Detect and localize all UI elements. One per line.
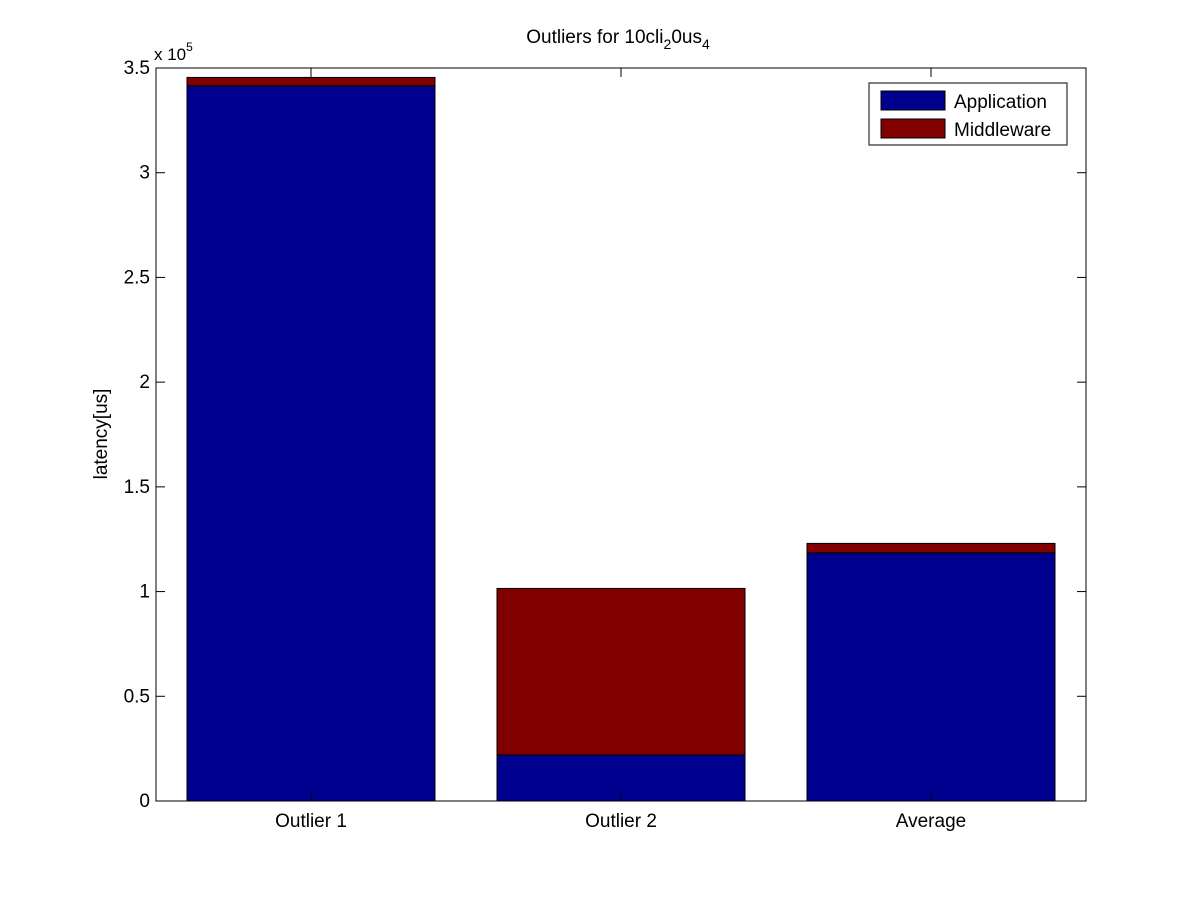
y-tick-label: 1 — [139, 582, 150, 603]
bar-middleware-outlier-2 — [496, 587, 746, 756]
y-tick-label: 1.5 — [124, 477, 150, 498]
chart-title-middle: 0us — [671, 27, 702, 48]
y-tick-label: 0 — [139, 791, 150, 812]
chart-title-base: Outliers for 10cli — [526, 27, 663, 48]
bar-middleware-average — [806, 542, 1056, 554]
bar-application-outlier-1 — [186, 85, 436, 802]
plot-area: 0 0.5 1 1.5 2 2.5 3 3.5 Outlier 1 Outlier 2 Averag… — [124, 58, 1087, 832]
y-multiplier-exponent: 5 — [186, 40, 193, 54]
x-tick-label: Outlier 2 — [585, 811, 657, 832]
legend-swatch — [880, 118, 946, 139]
bar-application-average — [806, 552, 1056, 802]
legend-label: Application — [954, 92, 1047, 113]
chart-title-subscript-1: 2 — [664, 36, 672, 52]
legend-swatch — [880, 90, 946, 111]
y-tick-label: 3 — [139, 163, 150, 184]
x-tick-label: Outlier 1 — [275, 811, 347, 832]
chart-title: Outliers for 10cli20us4 — [526, 27, 710, 52]
legend-label: Middleware — [954, 120, 1051, 141]
y-axis-label: latency[us] — [91, 389, 112, 480]
bar-middleware-outlier-1 — [186, 76, 436, 87]
y-tick-label: 2.5 — [124, 267, 150, 288]
chart-title-subscript-2: 4 — [702, 36, 710, 52]
y-tick-label: 0.5 — [124, 686, 150, 707]
x-tick-label: Average — [896, 811, 966, 832]
y-tick-label: 2 — [139, 372, 150, 393]
y-tick-label: 3.5 — [124, 58, 150, 79]
y-multiplier: x 105 — [154, 40, 193, 64]
y-multiplier-base: x 10 — [154, 45, 186, 64]
